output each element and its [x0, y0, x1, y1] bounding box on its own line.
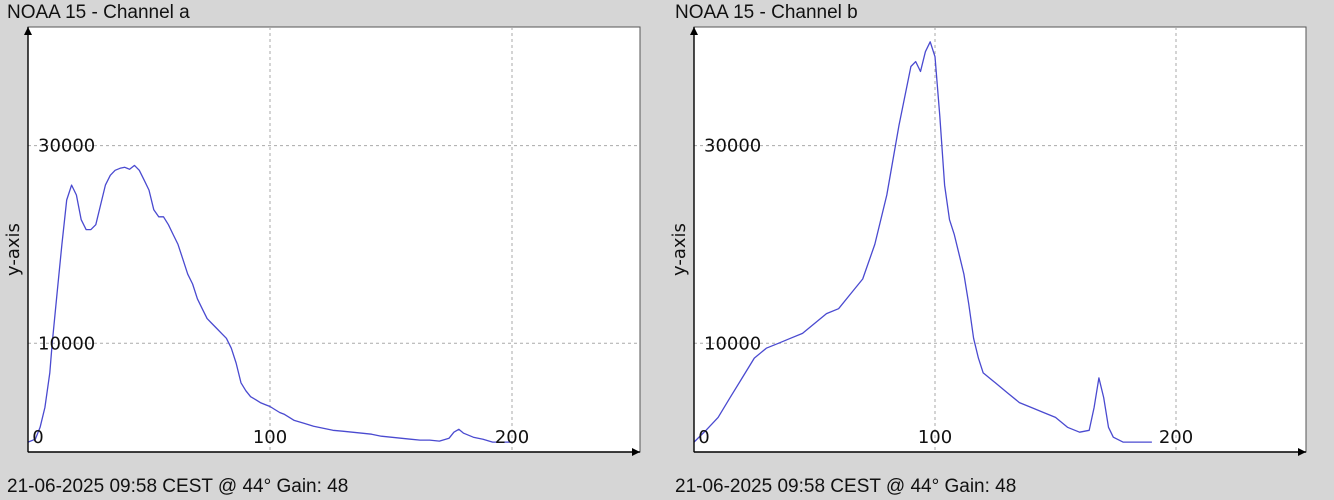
plot-area: [693, 26, 1307, 453]
y-axis-arrow: [24, 27, 32, 35]
x-tick-label: 200: [1159, 427, 1193, 448]
y-tick-label: 10000: [38, 333, 95, 354]
chart-b-footer: 21-06-2025 09:58 CEST @ 44° Gain: 48: [675, 476, 1017, 497]
y-axis-arrow: [690, 27, 698, 35]
y-tick-label: 30000: [38, 136, 95, 157]
series-line: [693, 41, 1152, 443]
y-axis-title: y-axis: [669, 223, 690, 276]
chart-a-footer: 21-06-2025 09:58 CEST @ 44° Gain: 48: [7, 476, 349, 497]
x-tick-label: 0: [698, 427, 709, 448]
x-axis-arrow: [632, 448, 640, 456]
plot-area: [27, 26, 641, 453]
x-tick-label: 200: [495, 427, 529, 448]
x-tick-label: 0: [32, 427, 43, 448]
y-tick-label: 10000: [704, 333, 761, 354]
x-axis-arrow: [1298, 448, 1306, 456]
series-line: [27, 164, 512, 443]
chart-a-title: NOAA 15 - Channel a: [7, 2, 190, 23]
x-tick-label: 100: [918, 427, 952, 448]
y-tick-label: 30000: [704, 136, 761, 157]
x-tick-label: 100: [253, 427, 287, 448]
chart-b-title: NOAA 15 - Channel b: [675, 2, 858, 23]
y-axis-title: y-axis: [3, 223, 24, 276]
